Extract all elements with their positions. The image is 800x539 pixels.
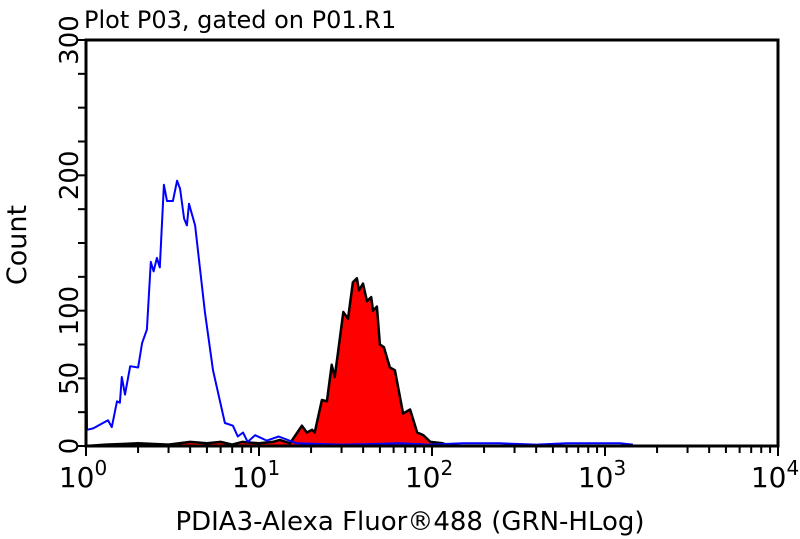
y-tick-label: 50 (55, 362, 85, 395)
x-axis: 100 101 102 103 104 (59, 446, 799, 494)
tick-exponent: 4 (786, 456, 799, 480)
x-tick-label: 101 (232, 456, 280, 494)
y-axis-label: Count (2, 205, 33, 285)
tick-base: 10 (59, 461, 95, 494)
plot-frame (84, 38, 780, 448)
tick-exponent: 2 (440, 456, 453, 480)
x-axis-label: PDIA3-Alexa Fluor®488 (GRN-HLog) (175, 507, 644, 537)
tick-base: 10 (405, 461, 441, 494)
y-tick-label: 100 (55, 286, 85, 336)
x-tick-label: 100 (59, 456, 107, 494)
x-tick-label: 104 (751, 456, 799, 494)
tick-base: 10 (232, 461, 268, 494)
x-tick-label: 102 (405, 456, 453, 494)
tick-base: 10 (578, 461, 614, 494)
series-line-0 (85, 179, 633, 446)
tick-exponent: 1 (267, 456, 280, 480)
y-tick-label: 0 (55, 438, 85, 455)
tick-base: 10 (751, 461, 787, 494)
plot-area (85, 179, 633, 448)
tick-exponent: 3 (613, 456, 626, 480)
x-tick-label: 103 (578, 456, 626, 494)
y-axis: 0 50 100 200 300 (55, 15, 86, 454)
tick-exponent: 0 (94, 456, 107, 480)
series-fill-1 (86, 278, 452, 446)
y-tick-label: 300 (55, 15, 85, 65)
y-tick-label: 200 (55, 151, 85, 201)
chart-title: Plot P03, gated on P01.R1 (84, 6, 396, 34)
